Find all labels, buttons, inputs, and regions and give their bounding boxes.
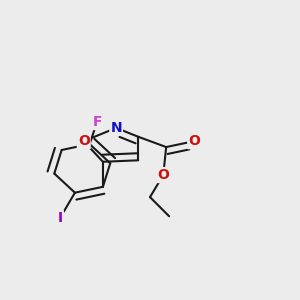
Text: F: F [92, 115, 102, 129]
Text: O: O [78, 134, 90, 148]
Text: O: O [188, 134, 200, 148]
Text: N: N [110, 121, 122, 135]
Text: I: I [58, 211, 63, 225]
Text: O: O [157, 168, 169, 182]
